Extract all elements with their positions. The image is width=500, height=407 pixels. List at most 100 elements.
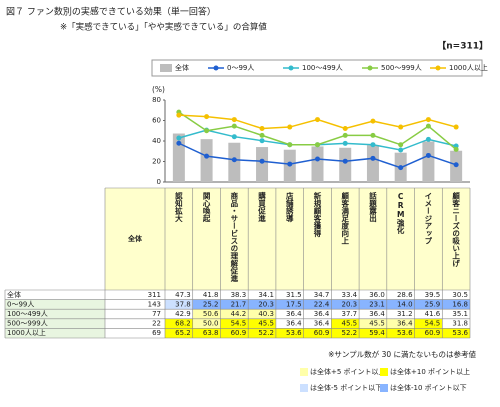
cell xyxy=(414,318,443,329)
marker xyxy=(425,123,431,129)
legend-swatch xyxy=(213,65,219,71)
cell-value: 25.2 xyxy=(203,300,219,308)
cell-value: 60.9 xyxy=(231,329,247,337)
y-tick-label: 80 xyxy=(152,96,161,104)
marker xyxy=(342,140,348,146)
marker xyxy=(370,155,376,161)
marker xyxy=(453,162,459,168)
note-text: は全体+5 ポイント以上、 xyxy=(310,367,393,376)
cell xyxy=(275,290,304,300)
category-label: CRM強化 xyxy=(396,192,405,235)
note-text: は全体-10 ポイント以下 xyxy=(390,383,467,392)
row-label-cell xyxy=(5,290,105,300)
marker xyxy=(259,125,265,131)
cell xyxy=(442,318,470,329)
cell xyxy=(359,290,387,300)
cell-value: 36.4 xyxy=(286,310,302,318)
note-text: は全体-5 ポイント以下、 xyxy=(310,383,389,392)
marker xyxy=(425,136,431,142)
cell xyxy=(442,290,470,300)
marker xyxy=(370,142,376,148)
cell-value: 38.3 xyxy=(231,291,247,299)
cell xyxy=(248,290,276,300)
marker xyxy=(231,117,237,123)
row-n: 77 xyxy=(152,310,161,318)
row-n: 311 xyxy=(148,291,161,299)
cell-value: 53.6 xyxy=(286,329,302,337)
marker xyxy=(370,118,376,124)
cell xyxy=(192,299,221,310)
cell xyxy=(275,309,304,319)
cell-value: 22.4 xyxy=(314,300,330,308)
note-text: は全体+10 ポイント以上 xyxy=(390,367,470,376)
marker xyxy=(204,128,210,134)
marker xyxy=(370,132,376,138)
cell-value: 52.2 xyxy=(258,329,274,337)
note: ※サンプル数が 30 に満たないものは参考値 xyxy=(328,349,476,359)
cell xyxy=(359,299,387,310)
cell xyxy=(248,328,276,338)
row-label-cell xyxy=(5,318,105,329)
cell-value: 36.0 xyxy=(369,291,385,299)
legend-swatch xyxy=(367,65,373,71)
cell-value: 17.5 xyxy=(286,300,302,308)
marker xyxy=(259,158,265,164)
cell-value: 39.5 xyxy=(425,291,441,299)
cell xyxy=(331,318,360,329)
cell xyxy=(386,290,415,300)
cell xyxy=(359,318,387,329)
bar xyxy=(228,142,241,182)
marker xyxy=(176,140,182,146)
cell-value: 31.8 xyxy=(452,320,468,328)
cell-value: 45.5 xyxy=(369,320,385,328)
cell xyxy=(220,309,249,319)
cell xyxy=(359,328,387,338)
cell xyxy=(331,309,360,319)
cell xyxy=(442,328,470,338)
subtitle: ※「実感できている」「やや実感できている」の合算値 xyxy=(60,22,267,33)
cell xyxy=(220,299,249,310)
marker xyxy=(342,125,348,131)
row-label: 1000人以上 xyxy=(7,328,46,337)
cell xyxy=(165,290,193,300)
cell-value: 53.6 xyxy=(452,329,468,337)
cell-value: 31.2 xyxy=(397,310,413,318)
row-n: 143 xyxy=(148,300,161,308)
table-header: 全体 xyxy=(127,234,143,243)
marker xyxy=(398,142,404,148)
legend-label: 全体 xyxy=(175,63,189,72)
marker xyxy=(398,147,404,153)
category-label: 店舗誘導 xyxy=(285,191,294,224)
cell-value: 16.8 xyxy=(452,300,468,308)
cell-value: 21.7 xyxy=(231,300,247,308)
cell xyxy=(192,318,221,329)
cell xyxy=(303,328,332,338)
marker xyxy=(231,134,237,140)
cell-value: 36.4 xyxy=(369,310,385,318)
n-label: 【n=311】 xyxy=(437,41,488,52)
bar xyxy=(200,139,213,182)
cell-value: 41.8 xyxy=(203,291,219,299)
cell-value: 35.1 xyxy=(452,310,468,318)
cell-value: 47.3 xyxy=(175,291,191,299)
y-tick-label: 60 xyxy=(152,117,161,125)
cell-value: 44.2 xyxy=(231,310,247,318)
cell xyxy=(248,309,276,319)
cell-value: 36.4 xyxy=(314,320,330,328)
bar xyxy=(256,147,269,182)
marker xyxy=(287,124,293,130)
category-label: 顧客満足度向上 xyxy=(340,191,349,245)
category-label: イメージアップ xyxy=(424,192,433,245)
legend-box xyxy=(151,59,483,77)
category-label: 購買促進 xyxy=(257,191,266,224)
bar xyxy=(422,141,435,182)
cell-value: 68.2 xyxy=(175,320,191,328)
note-swatch xyxy=(300,368,308,376)
marker xyxy=(342,132,348,138)
cell xyxy=(248,299,276,310)
cell xyxy=(386,309,415,319)
cell xyxy=(220,290,249,300)
category-label: 認知拡大 xyxy=(174,191,183,224)
